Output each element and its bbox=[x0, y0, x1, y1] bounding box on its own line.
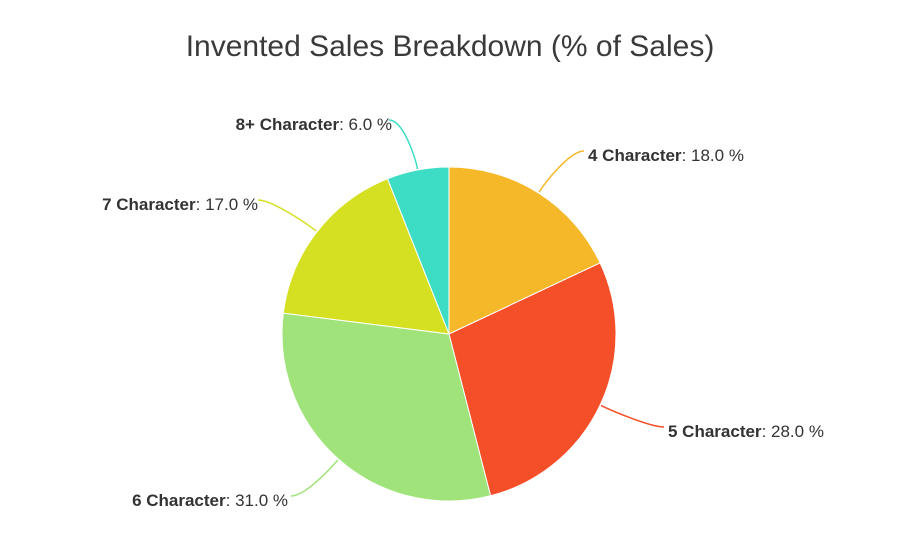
data-label-value: : 6.0 % bbox=[339, 115, 392, 134]
data-label-4: 7 Character: 17.0 % bbox=[102, 195, 258, 214]
data-label-2: 5 Character: 28.0 % bbox=[668, 422, 824, 441]
data-labels: 4 Character: 18.0 % 5 Character: 28.0 % 6 … bbox=[102, 115, 824, 510]
data-label-category: 8+ Character bbox=[236, 115, 340, 134]
leader-line-2 bbox=[600, 404, 665, 428]
data-label-value: : 28.0 % bbox=[762, 422, 824, 441]
data-label-category: 4 Character bbox=[588, 146, 682, 165]
data-label-category: 6 Character bbox=[132, 491, 226, 510]
leader-line-3 bbox=[290, 459, 339, 497]
data-label-value: : 18.0 % bbox=[682, 146, 744, 165]
data-label-5: 8+ Character: 6.0 % bbox=[236, 115, 392, 134]
pie-slice-3[interactable] bbox=[281, 312, 492, 502]
data-label-category: 7 Character bbox=[102, 195, 196, 214]
pie-slice-1[interactable] bbox=[448, 166, 601, 335]
pie-slice-2[interactable] bbox=[448, 262, 617, 497]
data-label-category: 5 Character bbox=[668, 422, 762, 441]
leader-line-1 bbox=[538, 150, 585, 193]
pie-slices bbox=[281, 166, 617, 502]
data-label-1: 4 Character: 18.0 % bbox=[588, 146, 744, 165]
data-label-value: : 17.0 % bbox=[196, 195, 258, 214]
data-label-value: : 31.0 % bbox=[226, 491, 288, 510]
leader-lines bbox=[257, 119, 665, 497]
data-label-3: 6 Character: 31.0 % bbox=[132, 491, 288, 510]
leader-line-5 bbox=[388, 119, 419, 170]
leader-line-4 bbox=[257, 199, 317, 232]
pie-slice-5[interactable] bbox=[386, 166, 450, 335]
chart-title: Invented Sales Breakdown (% of Sales) bbox=[185, 30, 715, 63]
pie-slice-4[interactable] bbox=[282, 178, 450, 335]
